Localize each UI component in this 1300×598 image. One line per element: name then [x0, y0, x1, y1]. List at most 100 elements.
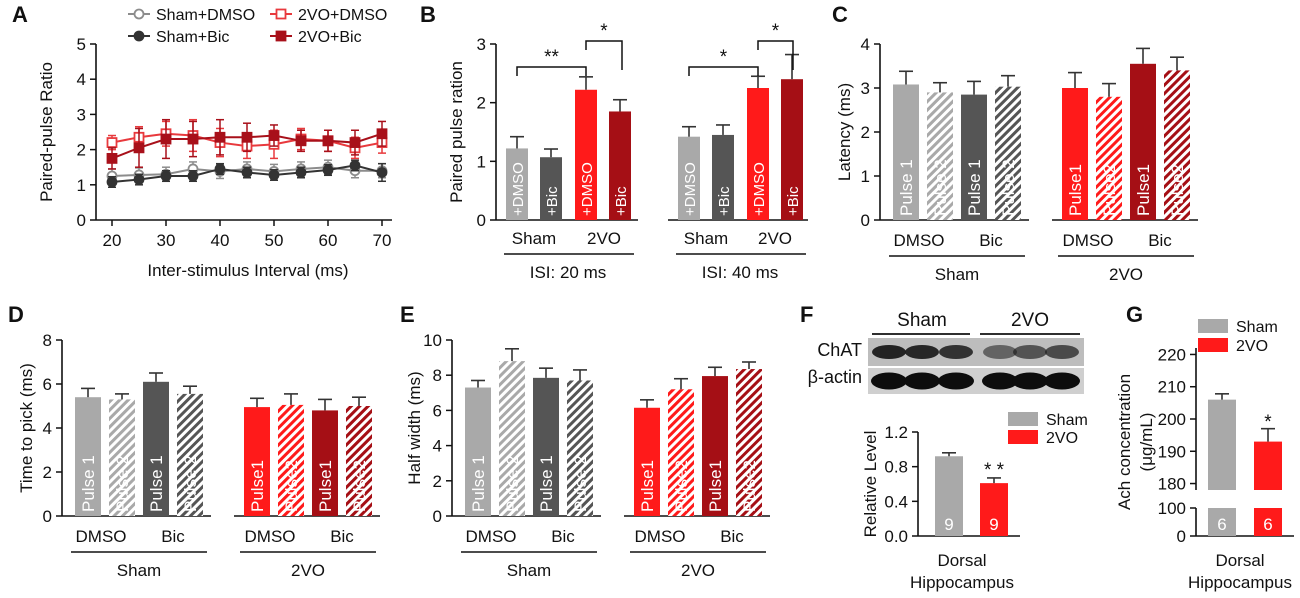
panel-a-y-tick-label: 5 — [77, 35, 86, 54]
panel-f-legend-label: 2VO — [1046, 430, 1078, 447]
panel-d-bar — [312, 410, 338, 516]
panel-f-x-label: Dorsal — [937, 551, 986, 570]
panel-a-point — [349, 137, 361, 148]
panel-f-blot-actin-band — [1044, 372, 1080, 390]
panel-label-c: C — [832, 2, 848, 27]
panel-c-bar — [961, 94, 987, 220]
panel-b-bar — [712, 134, 734, 220]
panel-c-bar-label: Pulse2 — [1168, 164, 1187, 216]
panel-c-y-axis-label: Latency (ms) — [835, 83, 854, 181]
panel-a-x-tick-label: 60 — [319, 231, 338, 250]
panel-a-legend-label: Sham+DMSO — [156, 7, 255, 24]
panel-c-bar-label: Pulse 2 — [931, 159, 950, 216]
panel-c-bar-label: Pulse1 — [1134, 164, 1153, 216]
panel-c-bar-label: Pulse2 — [1100, 164, 1119, 216]
panel-a-point — [160, 133, 172, 145]
panel-a-point — [295, 135, 307, 147]
panel-a-point — [160, 170, 172, 182]
panel-a-y-tick-label: 0 — [77, 211, 86, 230]
panel-g-y-tick-label: 180 — [1158, 475, 1186, 494]
panel-e-bar-label: Pulse 2 — [503, 455, 522, 512]
panel-b-group-label: 2VO — [758, 229, 792, 248]
panel-b-sig-bracket-star: * — [600, 21, 608, 42]
panel-e-bar-label: Pulse1 — [706, 460, 725, 512]
panel-d-bar-label: Pulse2 — [282, 460, 301, 512]
panel-a-point — [133, 142, 145, 154]
panel-b-y-tick-label: 0 — [477, 211, 486, 230]
panel-b-sig-bracket-star: * — [720, 47, 728, 68]
panel-c-bar-label: Pulse 2 — [999, 159, 1018, 216]
panel-d-y-tick-label: 6 — [43, 375, 52, 394]
panel-a-point — [187, 170, 199, 182]
panel-g-n-label: 6 — [1217, 515, 1226, 534]
panel-e-bar — [702, 376, 728, 516]
panel-d-drug-label: Bic — [330, 527, 354, 546]
panel-c-drug-label: Bic — [979, 231, 1003, 250]
panel-e-y-axis-label: Half width (ms) — [405, 371, 424, 484]
panel-d-bar-label: Pulse 1 — [147, 455, 166, 512]
panel-g-sig-star: * — [1264, 412, 1272, 433]
panel-f-blot-group-label: 2VO — [1011, 310, 1049, 331]
panel-f-n-label: 9 — [989, 515, 998, 534]
panel-c-bar-label: Pulse 1 — [965, 159, 984, 216]
panel-g-legend-swatch — [1198, 319, 1228, 333]
panel-b-bar — [609, 111, 631, 220]
panel-a-point — [322, 135, 334, 147]
panel-d-bar — [143, 381, 169, 516]
panel-d-bar-label: Pulse2 — [350, 460, 369, 512]
panel-label-g: G — [1126, 302, 1143, 327]
panel-e-drug-label: Bic — [720, 527, 744, 546]
panel-d-bar — [177, 393, 203, 516]
panel-c-bar — [927, 92, 953, 220]
panel-b-sig-bracket-star: * — [772, 21, 780, 42]
panel-c-y-tick-label: 1 — [861, 167, 870, 186]
panel-c-bar — [1096, 96, 1122, 220]
panel-e-bar — [634, 407, 660, 516]
panel-c-drug-label: DMSO — [1063, 231, 1114, 250]
panel-e-y-tick-label: 6 — [433, 401, 442, 420]
panel-c-bar-label: Pulse 1 — [897, 159, 916, 216]
panel-a-point — [376, 167, 388, 178]
panel-b-isi-label: ISI: 40 ms — [702, 263, 779, 282]
panel-a-y-tick-label: 3 — [77, 105, 86, 124]
panel-g-y-tick-label: 190 — [1158, 442, 1186, 461]
panel-f-blot-actin-band — [938, 372, 974, 390]
panel-e-bar-label: Pulse2 — [672, 460, 691, 512]
panel-a-point — [133, 174, 145, 185]
panel-a-point — [241, 167, 253, 178]
panel-b-bar-label: +DMSO — [682, 162, 699, 216]
panel-a-point — [214, 131, 226, 143]
panel-e-bar — [499, 361, 525, 516]
panel-a-point — [268, 169, 280, 181]
panel-a-y-tick-label: 2 — [77, 141, 86, 160]
panel-f-x-label: Hippocampus — [910, 573, 1014, 592]
panel-label-f: F — [800, 302, 813, 327]
panel-f-blot-chat-band — [872, 345, 906, 359]
panel-b-sig-bracket-star: ** — [544, 47, 559, 68]
panel-e-drug-label: DMSO — [466, 527, 517, 546]
panel-f-y-tick-label: 0.8 — [884, 458, 908, 477]
panel-label-d: D — [8, 302, 24, 327]
panel-b-group-label: 2VO — [587, 229, 621, 248]
panel-g-y-tick-label: 100 — [1158, 499, 1186, 518]
panel-a-legend-marker — [133, 30, 145, 42]
panel-d-y-axis-label: Time to pick (ms) — [17, 363, 36, 493]
panel-e-bar — [736, 369, 762, 516]
panel-a-legend-label: 2VO+Bic — [298, 29, 362, 46]
panel-f-blot-row-label: β-actin — [808, 367, 862, 387]
panel-g-legend-swatch — [1198, 338, 1228, 352]
panel-e-y-tick-label: 10 — [423, 331, 442, 350]
panel-b-y-tick-label: 2 — [477, 94, 486, 113]
panel-a-point — [322, 164, 334, 176]
panel-b-bar-label: +Bic — [785, 186, 802, 216]
panel-b-bar — [747, 88, 769, 220]
panel-f-bar — [935, 456, 963, 536]
panel-f-sig-star: * * — [984, 460, 1005, 481]
panel-e-drug-label: Bic — [551, 527, 575, 546]
panel-d-bar-label: Pulse 2 — [181, 455, 200, 512]
panel-b-sig-bracket — [688, 66, 759, 76]
panel-a-x-axis-label: Inter-stimulus Interval (ms) — [147, 261, 348, 280]
panel-g-bar — [1254, 508, 1282, 536]
panel-b-bar — [540, 157, 562, 220]
panel-label-e: E — [400, 302, 415, 327]
